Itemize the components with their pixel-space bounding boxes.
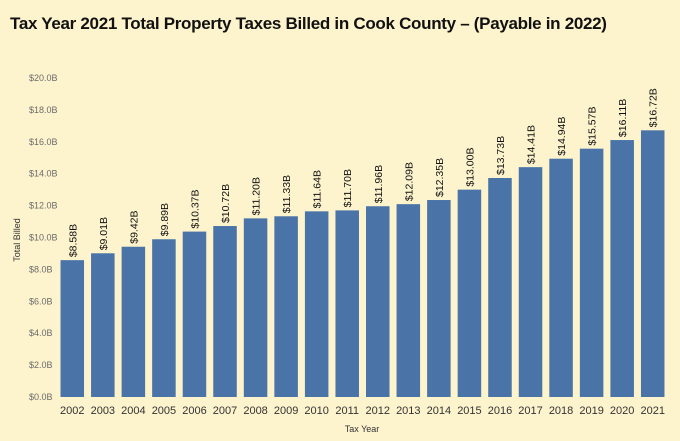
bar-2017: [518, 167, 543, 397]
bar-2009: [274, 216, 298, 397]
bar-2007: [213, 226, 237, 397]
y-tick-label: $8.0B: [29, 264, 53, 274]
x-tick-label: 2009: [274, 405, 298, 417]
data-label: $12.09B: [403, 162, 415, 201]
bar-2014: [427, 200, 451, 397]
x-tick-label: 2002: [60, 405, 84, 417]
data-label: $16.72B: [648, 88, 660, 127]
x-axis-ticks: 2002 2003 2004 2005 2006 2007 2008 2009 2010 2011…: [60, 405, 665, 417]
x-tick-label: 2017: [518, 405, 542, 417]
data-label: $13.00B: [464, 148, 476, 187]
data-label: $11.70B: [342, 169, 354, 207]
bar-2015: [457, 189, 482, 397]
x-tick-label: 2018: [549, 405, 573, 417]
bar-2006: [182, 231, 207, 397]
y-tick-label: $4.0B: [29, 328, 53, 338]
y-tick-label: $16.0B: [29, 137, 58, 147]
x-tick-label: 2015: [457, 405, 481, 417]
data-label: $16.11B: [617, 99, 629, 137]
bar-2013: [396, 204, 421, 397]
x-tick-label: 2006: [182, 405, 206, 417]
bar-2020: [610, 140, 634, 398]
y-tick-label: $20.0B: [29, 73, 58, 83]
data-label: $14.94B: [556, 117, 568, 156]
bar-2008: [243, 218, 268, 397]
bars: [60, 130, 665, 398]
data-label: $11.20B: [251, 177, 263, 215]
data-label: $11.64B: [312, 170, 324, 208]
bar-2003: [91, 253, 115, 397]
x-tick-label: 2020: [610, 405, 634, 417]
y-tick-label: $12.0B: [29, 201, 58, 211]
bar-2005: [152, 239, 176, 397]
y-tick-label: $6.0B: [29, 296, 53, 306]
x-tick-label: 2021: [640, 405, 664, 417]
x-tick-label: 2008: [243, 405, 267, 417]
bar-2004: [121, 246, 146, 397]
data-label: $9.42B: [128, 210, 140, 243]
data-label: $10.37B: [189, 189, 201, 228]
data-label: $14.41B: [526, 125, 538, 164]
data-label: $9.89B: [159, 203, 171, 236]
x-tick-label: 2005: [152, 405, 176, 417]
bar-2012: [366, 206, 390, 397]
data-label: $10.72B: [220, 184, 232, 223]
data-label: $11.33B: [281, 175, 293, 213]
x-tick-label: 2014: [427, 405, 451, 417]
data-label: $11.96B: [373, 165, 385, 203]
y-axis-label: Total Billed: [12, 218, 22, 262]
x-tick-label: 2013: [396, 405, 420, 417]
y-tick-label: $14.0B: [29, 169, 58, 179]
bar-2021: [640, 130, 665, 397]
x-tick-label: 2019: [579, 405, 603, 417]
x-tick-label: 2012: [366, 405, 390, 417]
data-label: $8.58B: [67, 224, 79, 257]
y-tick-label: $10.0B: [29, 233, 58, 243]
x-tick-label: 2016: [488, 405, 512, 417]
x-tick-label: 2004: [121, 405, 145, 417]
x-axis-label: Tax Year: [345, 424, 380, 434]
y-tick-label: $2.0B: [29, 360, 53, 370]
y-axis-ticks: $0.0B $2.0B $4.0B $6.0B $8.0B $10.0B $12.0B $14…: [29, 73, 58, 402]
bar-2011: [335, 210, 359, 397]
data-label: $13.73B: [495, 136, 507, 175]
data-label: $9.01B: [98, 217, 110, 250]
y-tick-label: $18.0B: [29, 105, 58, 115]
y-tick-label: $0.0B: [29, 392, 53, 402]
data-label: $12.35B: [434, 158, 446, 197]
data-labels: $8.58B $9.01B $9.42B $9.89B $10.37B $10.72B $1…: [67, 88, 659, 257]
x-tick-label: 2003: [91, 405, 115, 417]
chart-title: Tax Year 2021 Total Property Taxes Bille…: [10, 14, 607, 33]
bar-2016: [488, 178, 512, 397]
x-tick-label: 2010: [304, 405, 328, 417]
data-label: $15.57B: [587, 107, 599, 146]
x-tick-label: 2011: [335, 405, 359, 417]
x-tick-label: 2007: [213, 405, 237, 417]
bar-2002: [60, 260, 85, 397]
bar-2018: [549, 158, 573, 397]
bar-2019: [579, 148, 604, 397]
bar-2010: [304, 211, 329, 397]
